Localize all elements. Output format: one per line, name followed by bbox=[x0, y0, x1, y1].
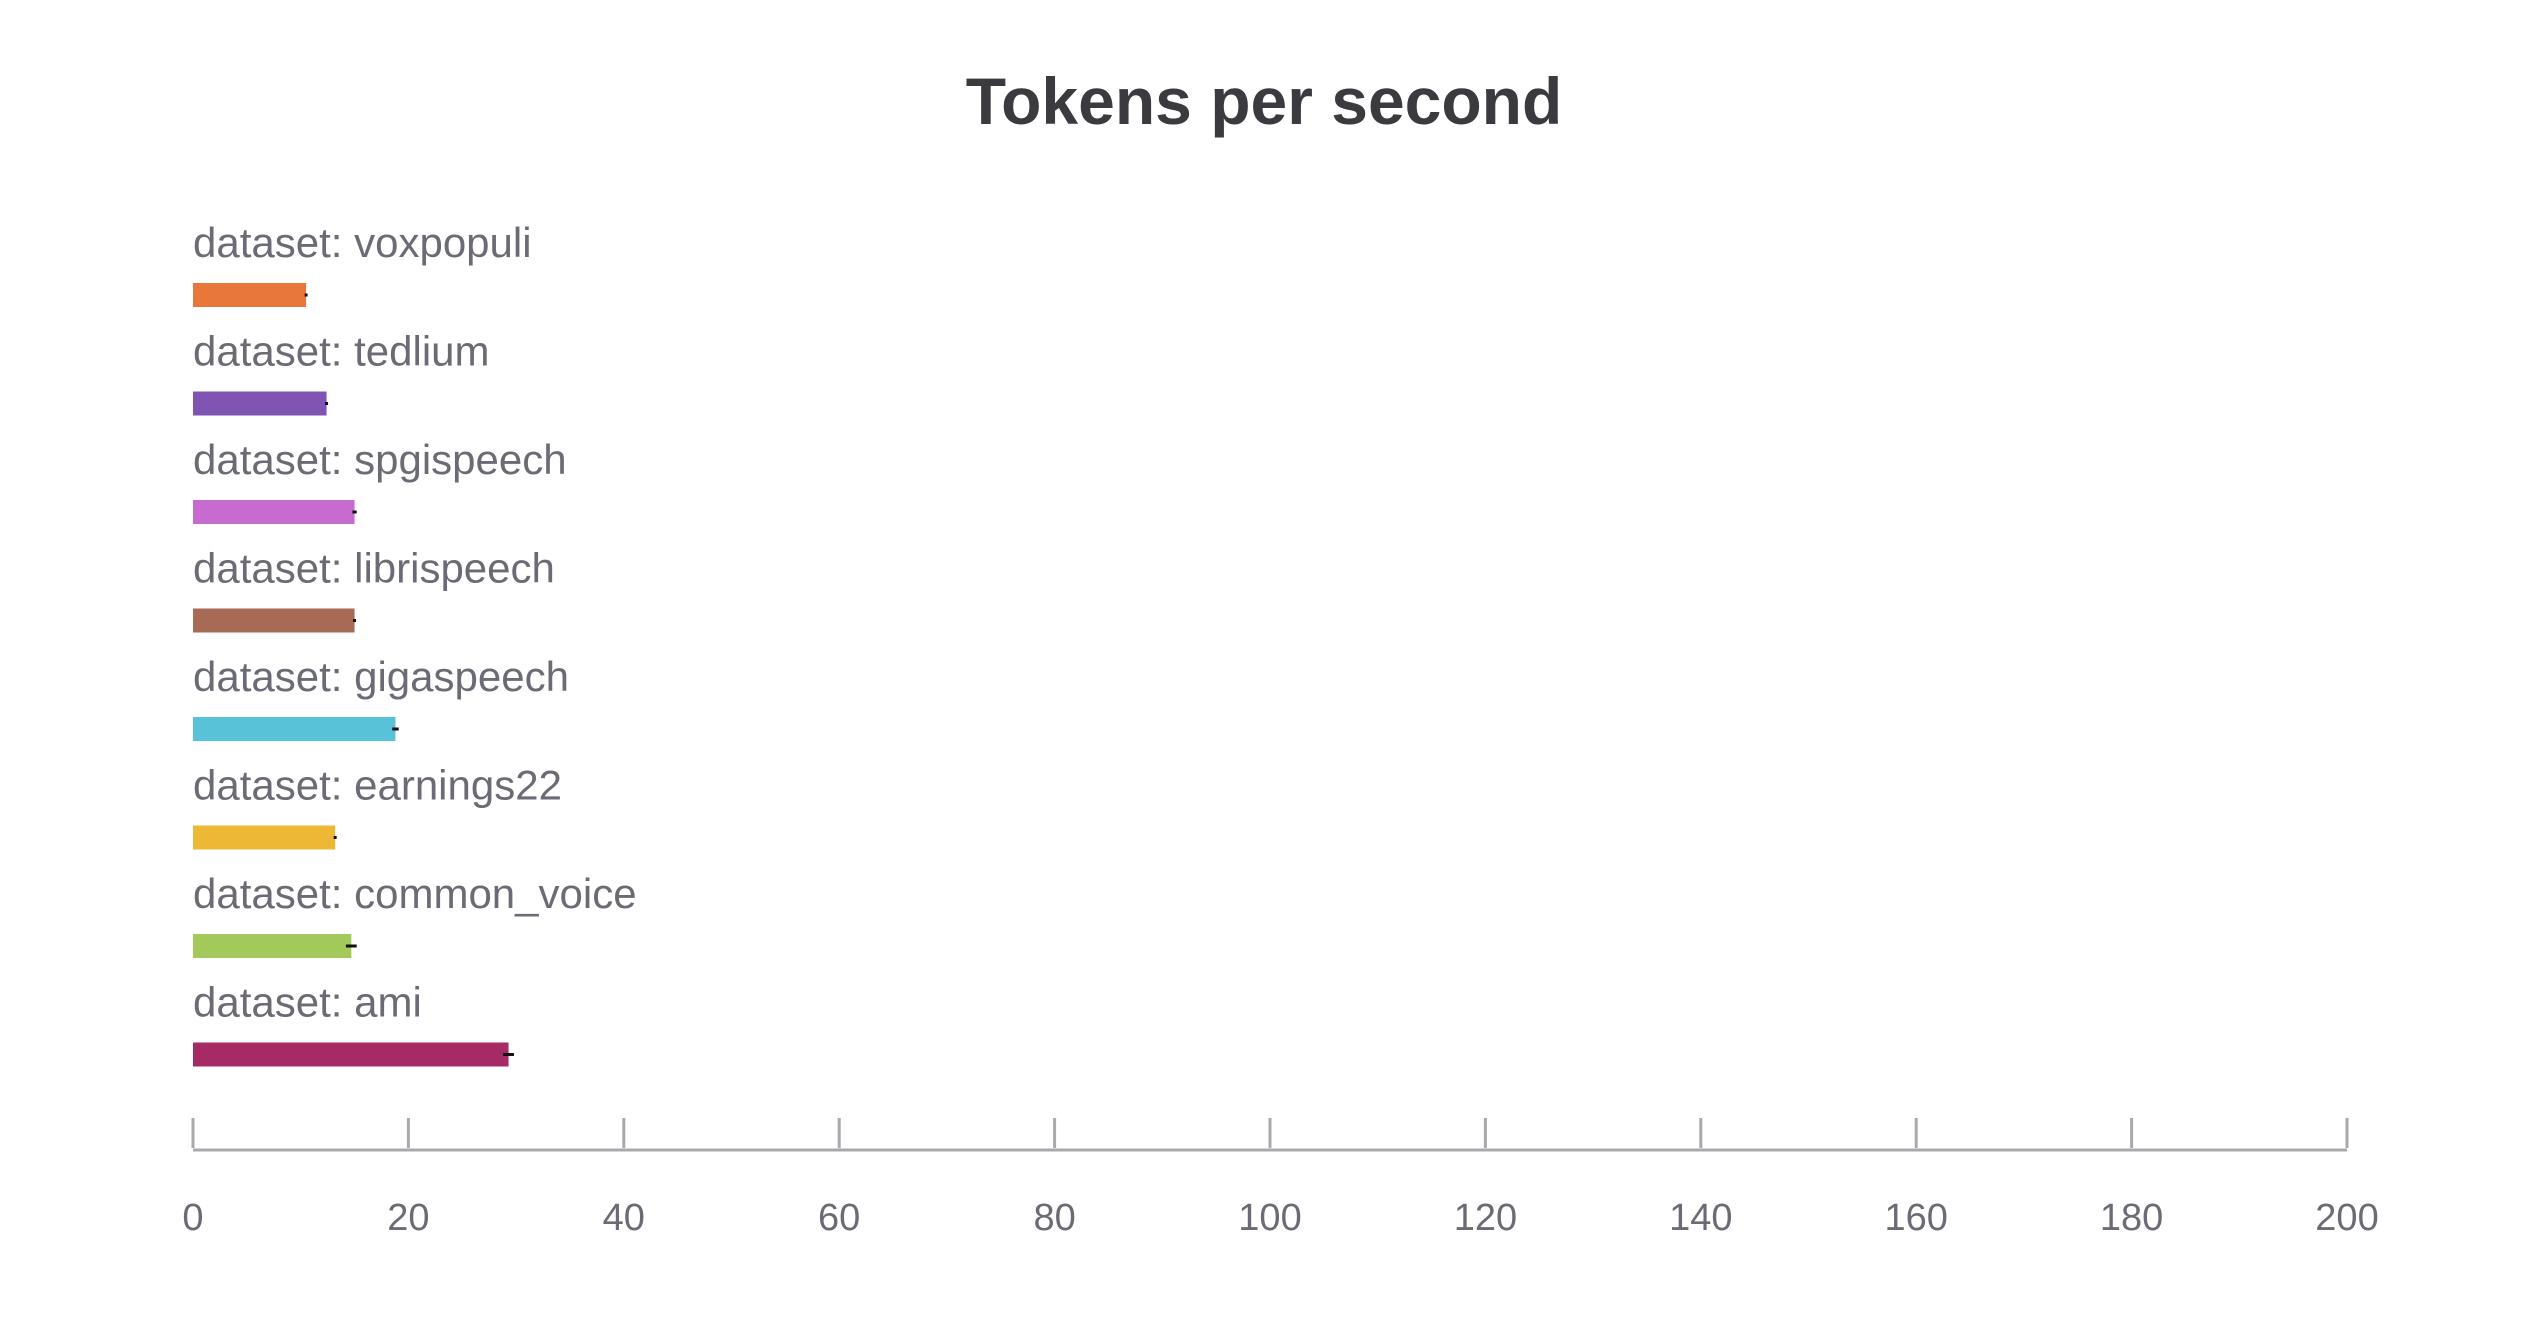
bar bbox=[193, 608, 355, 633]
x-tick-label: 40 bbox=[603, 1197, 645, 1239]
x-tick-label: 140 bbox=[1669, 1197, 1732, 1239]
bar bbox=[193, 717, 396, 741]
category-label: dataset: common_voice bbox=[193, 870, 637, 917]
x-tick-label: 20 bbox=[387, 1197, 429, 1239]
bar-row: dataset: common_voice bbox=[193, 870, 637, 958]
category-label: dataset: voxpopuli bbox=[193, 219, 532, 266]
bar-row: dataset: voxpopuli bbox=[193, 219, 532, 307]
chart-title: Tokens per second bbox=[966, 64, 1563, 138]
x-tick-label: 160 bbox=[1884, 1197, 1947, 1239]
category-label: dataset: earnings22 bbox=[193, 762, 562, 809]
x-tick-label: 60 bbox=[818, 1197, 860, 1239]
bar-row: dataset: earnings22 bbox=[193, 762, 562, 850]
bar-row: dataset: spgispeech bbox=[193, 436, 567, 524]
x-tick-label: 180 bbox=[2100, 1197, 2163, 1239]
bar bbox=[193, 500, 355, 524]
x-tick-label: 100 bbox=[1238, 1197, 1301, 1239]
bar-row: dataset: tedlium bbox=[193, 328, 490, 416]
category-label: dataset: ami bbox=[193, 979, 422, 1026]
x-tick-label: 200 bbox=[2315, 1197, 2378, 1239]
x-tick-label: 0 bbox=[182, 1197, 203, 1239]
x-tick-label: 120 bbox=[1454, 1197, 1517, 1239]
category-label: dataset: spgispeech bbox=[193, 436, 567, 483]
category-label: dataset: librispeech bbox=[193, 545, 555, 592]
bar-row: dataset: ami bbox=[193, 979, 514, 1067]
bar bbox=[193, 283, 307, 307]
bar bbox=[193, 1042, 509, 1067]
x-axis: 0 20 40 60 80 100 120 140 160 180 200 bbox=[182, 1118, 2379, 1239]
bar-row: dataset: librispeech bbox=[193, 545, 555, 633]
category-label: dataset: tedlium bbox=[193, 328, 490, 375]
category-label: dataset: gigaspeech bbox=[193, 653, 569, 700]
x-tick-label: 80 bbox=[1033, 1197, 1075, 1239]
bars-group: dataset: voxpopuli dataset: tedlium datase… bbox=[193, 219, 637, 1067]
bar-row: dataset: gigaspeech bbox=[193, 653, 569, 741]
bar bbox=[193, 934, 352, 958]
bar bbox=[193, 391, 327, 416]
bar bbox=[193, 825, 336, 850]
